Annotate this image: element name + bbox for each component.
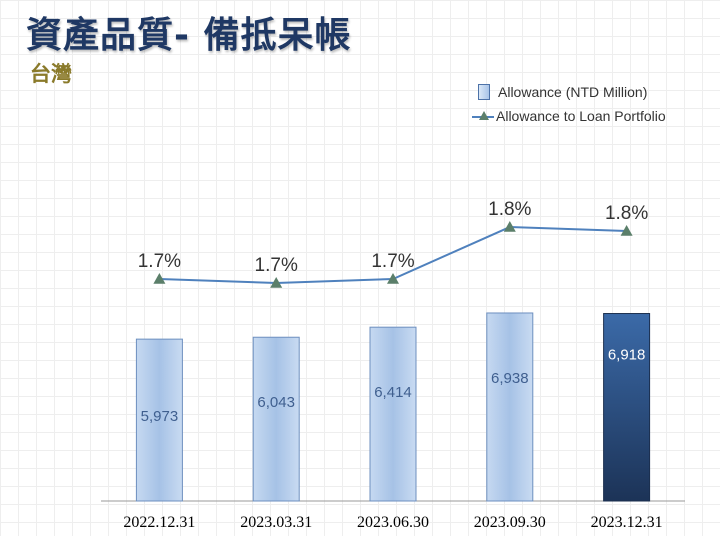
- x-tick-label: 2023.03.31: [240, 514, 312, 531]
- x-tick-label: 2023.09.30: [474, 514, 546, 531]
- bar-2023.06.30: [369, 326, 417, 502]
- x-tick-label: 2023.06.30: [357, 514, 429, 531]
- legend-item-allowance: Allowance (NTD Million): [472, 80, 666, 104]
- page-title: 資產品質- 備抵呆帳: [26, 15, 352, 56]
- chart-legend: Allowance (NTD Million) Allowance to Loa…: [472, 80, 666, 128]
- ratio-value-label: 1.7%: [371, 251, 414, 272]
- ratio-value-label: 1.8%: [605, 203, 648, 224]
- bar-2023.03.31: [252, 336, 300, 502]
- x-tick-label: 2022.12.31: [123, 514, 195, 531]
- legend-item-ratio: Allowance to Loan Portfolio: [472, 104, 666, 128]
- triangle-marker-icon: [479, 111, 489, 120]
- legend-label-allowance: Allowance (NTD Million): [498, 84, 648, 100]
- bar-value-label: 6,414: [374, 384, 412, 401]
- bar-2022.12.31: [135, 338, 183, 502]
- ratio-value-label: 1.8%: [488, 199, 531, 220]
- ratio-marker: [153, 273, 166, 284]
- bar-value-label: 6,938: [491, 370, 529, 387]
- page-subtitle: 台灣: [30, 62, 72, 86]
- legend-label-ratio: Allowance to Loan Portfolio: [496, 108, 666, 124]
- ratio-value-label: 1.7%: [138, 251, 181, 272]
- x-tick-label: 2023.12.31: [591, 514, 663, 531]
- legend-line-swatch: [472, 109, 494, 123]
- ratio-marker: [270, 277, 283, 288]
- ratio-value-label: 1.7%: [255, 255, 298, 276]
- ratio-marker: [503, 221, 516, 232]
- legend-bar-swatch: [478, 84, 490, 100]
- bar-value-label: 6,043: [257, 394, 295, 411]
- ratio-marker: [387, 273, 399, 284]
- bar-value-label: 6,918: [608, 347, 646, 364]
- ratio-marker: [620, 225, 633, 236]
- bar-2023.09.30: [486, 312, 534, 502]
- bar-value-label: 5,973: [141, 408, 179, 425]
- bar-2023.12.31: [603, 313, 651, 502]
